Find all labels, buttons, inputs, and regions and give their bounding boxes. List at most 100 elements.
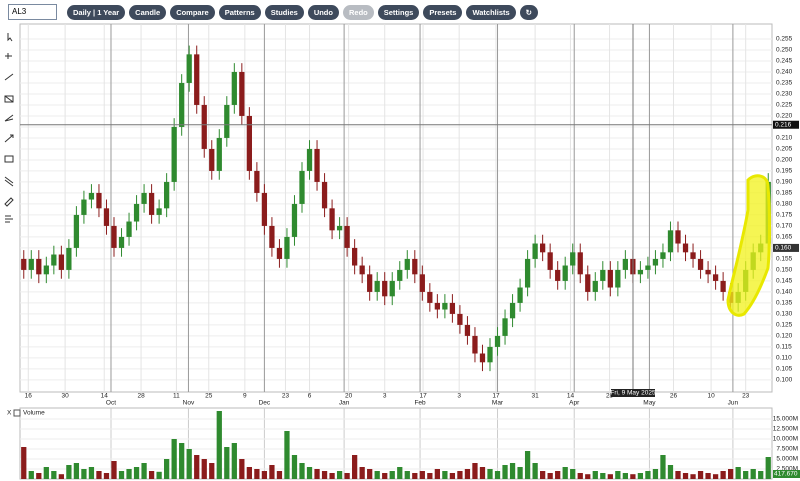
overlay: 0.216 Fri, 9 May 2025 0.160 417.670 <box>20 24 800 478</box>
volume-bar <box>156 471 162 479</box>
volume-frame <box>19 407 773 480</box>
volume-bar <box>682 473 689 479</box>
candle-body <box>246 115 252 171</box>
volume-bar <box>126 469 132 479</box>
volume-bar <box>697 471 704 479</box>
volume-bar <box>585 474 591 479</box>
candle-body <box>457 313 463 325</box>
volume-bar <box>344 473 350 479</box>
y-tick-label: 10.000M <box>773 436 798 443</box>
volume-bar <box>607 474 613 479</box>
volume-bar <box>397 467 403 479</box>
volume-bar <box>141 463 147 479</box>
volume-bar <box>562 467 568 479</box>
pointer-tool[interactable] <box>7 33 13 42</box>
toolbar-button[interactable]: Presets <box>423 4 463 20</box>
toolbar-button[interactable]: Undo <box>307 4 339 20</box>
x-tick-label: 25 <box>205 393 213 400</box>
y-tick-label: 0.105 <box>776 366 793 373</box>
candle-body <box>690 252 696 259</box>
candle-body <box>21 258 27 270</box>
volume-bar <box>494 471 501 479</box>
candle-body <box>209 148 215 171</box>
box-tool[interactable] <box>4 95 14 103</box>
candle-body <box>156 208 162 215</box>
candle-body <box>291 203 298 237</box>
candle-body <box>359 265 365 275</box>
fan-tool[interactable] <box>4 114 14 122</box>
candle-body <box>66 247 72 270</box>
arrow-tool[interactable] <box>4 134 14 143</box>
candle-body <box>367 274 373 292</box>
crosshair-date-label: Fri, 9 May 2025 <box>610 390 656 397</box>
candle-body <box>517 287 523 303</box>
volume-bar <box>442 471 448 479</box>
candle-body <box>540 243 546 253</box>
volume-bar <box>675 471 681 479</box>
channel-tool[interactable] <box>4 176 14 187</box>
x-tick-label: 23 <box>282 393 290 400</box>
candle-body <box>607 269 613 288</box>
y-tick-label: 0.130 <box>776 311 793 318</box>
volume-bar <box>352 455 358 479</box>
volume-close[interactable]: X <box>7 410 12 417</box>
volume-bar <box>367 469 373 479</box>
volume-bar <box>728 469 734 479</box>
candle-body <box>502 318 508 336</box>
volume-bar <box>374 471 380 479</box>
volume-bar <box>667 465 674 479</box>
volume-bar <box>434 469 440 479</box>
toolbar-button[interactable]: Settings <box>377 4 420 20</box>
volume-bar <box>231 443 237 479</box>
toolbar-button[interactable]: Studies <box>264 4 304 20</box>
volume-bar <box>600 473 606 479</box>
toolbar-button[interactable]: Candle <box>129 4 167 20</box>
y-tick-label: 0.120 <box>776 333 793 340</box>
volume-bar <box>427 473 433 479</box>
volume-bar <box>36 473 42 479</box>
candle-body <box>171 126 177 182</box>
crosshair-tool[interactable] <box>5 53 12 59</box>
candle-body <box>720 280 726 292</box>
candle-body <box>382 280 388 297</box>
volume-bar <box>705 473 711 479</box>
candle-body <box>562 265 568 281</box>
candle-body <box>344 225 350 248</box>
candle-body <box>81 199 87 215</box>
refresh-button[interactable]: ↻ <box>519 4 538 20</box>
x-tick-label: Mar <box>492 400 504 407</box>
candle-body <box>524 258 531 288</box>
x-tick-label: 14 <box>567 393 575 400</box>
volume-bar <box>246 467 252 479</box>
candle-body <box>186 54 192 83</box>
volume-bar <box>570 469 576 479</box>
toolbar-button[interactable]: Watchlists <box>466 4 516 20</box>
toolbar-button[interactable]: Patterns <box>218 4 261 20</box>
volume-bar <box>269 465 275 479</box>
volume-bar <box>66 465 72 479</box>
y-tick-label: 0.180 <box>776 201 793 208</box>
candle-body <box>555 269 561 281</box>
volume-checkbox[interactable] <box>13 409 21 417</box>
symbol-input[interactable]: AL3 <box>8 4 57 20</box>
volume-bar <box>449 473 456 479</box>
line-tool[interactable] <box>4 73 14 81</box>
candle-body <box>622 258 628 270</box>
candle-body <box>352 247 358 266</box>
candle-body <box>224 104 230 138</box>
candle-body <box>600 269 606 281</box>
y-tick-label: 0.135 <box>776 300 793 307</box>
y-tick-label: 0.250 <box>776 47 793 54</box>
rect-tool[interactable] <box>4 155 14 163</box>
volume-bar <box>179 443 185 479</box>
toolbar-button[interactable]: Redo <box>342 4 374 20</box>
text-tool[interactable] <box>5 215 13 223</box>
toolbar-button[interactable]: Compare <box>170 4 215 20</box>
toolbar-button[interactable]: Daily | 1 Year <box>67 4 126 20</box>
candle-body <box>141 192 147 204</box>
volume-bar <box>758 471 764 479</box>
pen-tool[interactable] <box>4 197 14 207</box>
y-tick-label: 0.170 <box>776 223 793 230</box>
volume-bar <box>735 467 741 479</box>
